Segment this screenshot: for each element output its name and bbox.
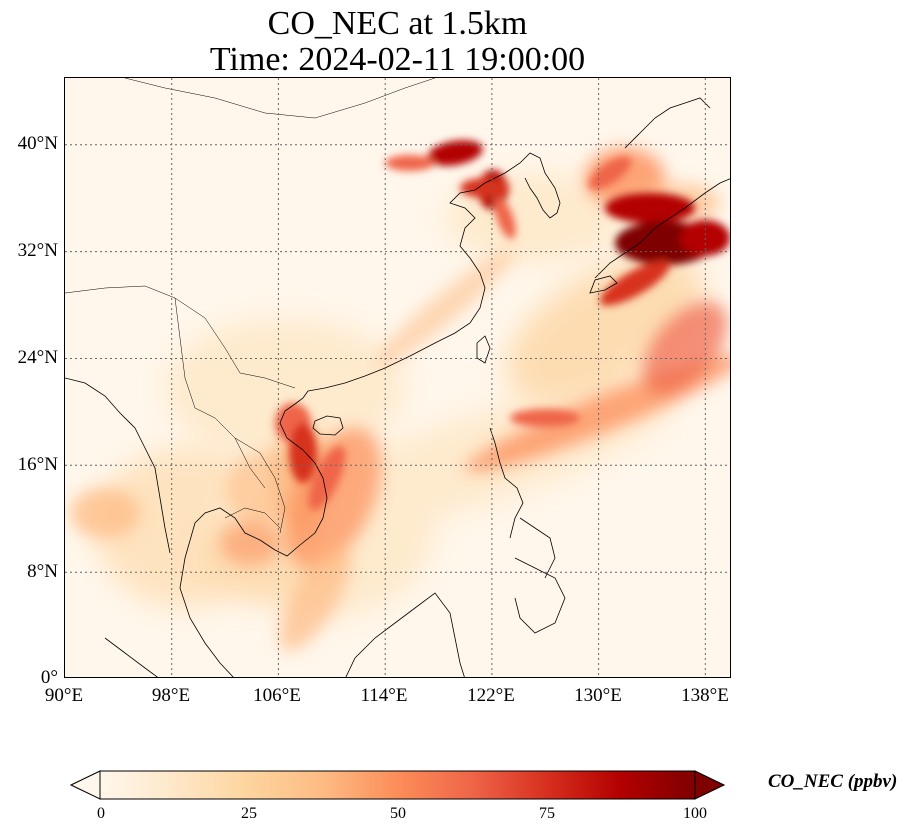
lon-tick-label: 122°E — [467, 685, 515, 706]
lon-tick-label: 98°E — [151, 685, 191, 706]
map-panel — [64, 77, 731, 678]
colorbar-tick-label: 100 — [683, 805, 707, 822]
colorbar-tick-label: 50 — [390, 805, 406, 822]
plot-time: Time: 2024-02-11 19:00:00 — [209, 41, 586, 78]
lat-tick-label: 0° — [40, 667, 58, 688]
colorbar-tick-label: 0 — [97, 805, 105, 822]
colorbar-label: CO_NEC (ppbv) — [768, 771, 898, 792]
colorbar-tick-label: 25 — [241, 805, 257, 822]
lat-tick-label: 24°N — [17, 347, 58, 368]
lon-tick-label: 106°E — [253, 685, 301, 706]
lon-tick-label: 138°E — [681, 685, 729, 706]
colorbar-gradient — [99, 770, 696, 800]
colorbar-extend-max — [694, 770, 725, 800]
gridlines — [65, 78, 730, 677]
colorbar — [70, 770, 725, 800]
map-canvas — [65, 78, 730, 677]
lat-tick-label: 32°N — [17, 240, 58, 261]
concentration-field — [70, 140, 730, 652]
colorbar-extend-min — [70, 770, 101, 800]
coastlines — [65, 78, 730, 677]
lon-tick-label: 130°E — [574, 685, 622, 706]
plot-title: CO_NEC at 1.5km — [267, 5, 528, 42]
lon-tick-label: 114°E — [360, 685, 408, 706]
lat-tick-label: 40°N — [17, 133, 58, 154]
colorbar-tick-label: 75 — [539, 805, 555, 822]
lon-tick-label: 90°E — [44, 685, 84, 706]
lat-tick-label: 8°N — [27, 561, 58, 582]
lat-tick-label: 16°N — [17, 454, 58, 475]
